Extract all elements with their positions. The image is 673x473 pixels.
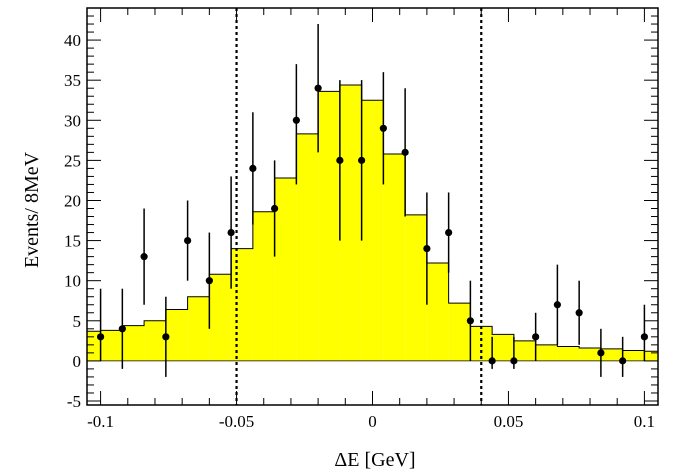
histogram-bin xyxy=(426,263,449,361)
data-points xyxy=(96,24,649,377)
y-tick-label: 40 xyxy=(64,31,81,50)
data-point xyxy=(96,333,105,341)
x-axis-ticks: -0.1 -0.05 0 0.05 0.1 xyxy=(87,8,655,431)
data-point xyxy=(358,156,366,164)
data-point xyxy=(488,357,496,365)
data-point xyxy=(118,325,126,333)
histogram-bin xyxy=(535,344,558,361)
y-tick-label: 25 xyxy=(64,151,81,170)
data-point xyxy=(640,333,649,341)
data-point xyxy=(597,349,605,357)
x-tick-label: -0.05 xyxy=(219,412,254,431)
histogram-bin xyxy=(557,346,580,361)
data-point xyxy=(532,333,540,341)
data-point xyxy=(401,148,409,156)
y-axis-title: Events/ 8MeV xyxy=(21,151,43,268)
histogram-outline xyxy=(87,84,658,352)
histogram-bin xyxy=(600,348,623,361)
data-point xyxy=(423,245,431,253)
histogram-bars xyxy=(87,84,658,361)
data-point xyxy=(445,228,453,237)
histogram-bin xyxy=(296,133,319,361)
histogram-bin xyxy=(622,350,645,361)
x-tick-label: 0.1 xyxy=(634,412,655,431)
cut-lines xyxy=(235,8,483,405)
data-point xyxy=(205,277,213,285)
data-point xyxy=(510,357,518,365)
data-point xyxy=(184,236,192,245)
histogram-bin xyxy=(87,331,101,361)
y-tick-label: 30 xyxy=(64,111,81,130)
histogram-bin xyxy=(252,211,275,361)
histogram-bin xyxy=(274,178,297,361)
x-axis-title: ΔE [GeV] xyxy=(334,449,415,471)
histogram-bin xyxy=(448,303,471,361)
data-point xyxy=(336,156,344,164)
histogram-bin xyxy=(209,274,232,361)
histogram-bin xyxy=(470,326,493,361)
histogram-bin xyxy=(579,348,601,361)
data-point xyxy=(140,253,148,261)
y-tick-label: 0 xyxy=(73,352,82,371)
data-point xyxy=(575,309,583,317)
histogram-bin xyxy=(144,320,166,361)
data-point xyxy=(553,301,561,309)
y-tick-label: -5 xyxy=(67,392,81,411)
histogram-bin xyxy=(231,248,253,361)
histogram-bin xyxy=(405,214,427,361)
y-tick-label: 15 xyxy=(64,232,81,251)
histogram-bin xyxy=(165,309,188,361)
data-point xyxy=(227,228,235,237)
histogram-bin xyxy=(513,340,536,361)
x-tick-label: 0.05 xyxy=(494,412,524,431)
data-point xyxy=(314,84,322,92)
histogram-bin xyxy=(122,325,145,361)
data-point xyxy=(619,357,627,365)
histogram-bin xyxy=(318,91,340,361)
data-point xyxy=(292,116,300,124)
histogram-bin xyxy=(361,100,384,361)
data-point xyxy=(379,124,387,132)
histogram-bin xyxy=(644,351,658,361)
y-axis-ticks: -5 0 5 10 15 20 25 30 35 40 xyxy=(64,15,658,411)
histogram-bin xyxy=(187,296,210,361)
y-tick-label: 10 xyxy=(64,272,81,291)
histogram-bin xyxy=(492,334,514,361)
y-tick-label: 20 xyxy=(64,191,81,210)
data-point xyxy=(271,204,279,213)
histogram-bin xyxy=(339,84,362,361)
histogram-bin xyxy=(100,330,123,361)
histogram-bin xyxy=(383,153,406,361)
y-tick-label: 5 xyxy=(73,312,82,331)
x-tick-label: -0.1 xyxy=(87,412,114,431)
data-point xyxy=(162,333,170,341)
data-point xyxy=(466,317,474,325)
x-tick-label: 0 xyxy=(368,412,377,431)
data-point xyxy=(249,164,257,173)
y-tick-label: 35 xyxy=(64,71,81,90)
